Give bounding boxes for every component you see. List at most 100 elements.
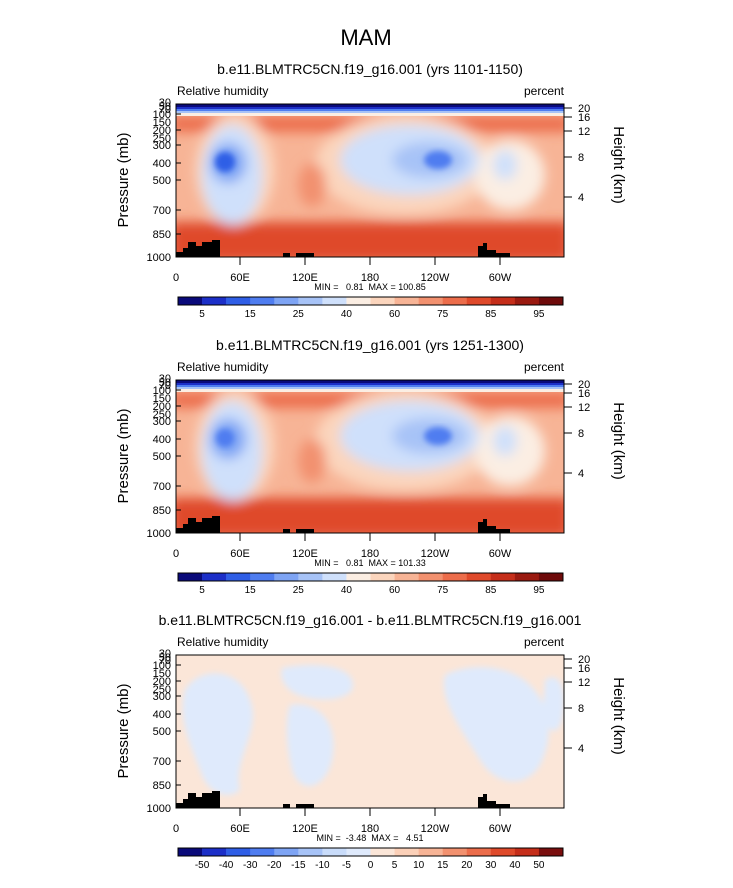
y-tick-70: 70	[159, 380, 171, 392]
panel-2-title: b.e11.BLMTRC5CN.f19_g16.001 (yrs 1251-13…	[216, 337, 524, 353]
y-tick-250: 250	[153, 133, 171, 145]
colorbar-label: 60	[389, 309, 401, 320]
panel-1-heatmap	[176, 104, 564, 257]
colorbar-label: 15	[245, 585, 257, 596]
y-tick-100: 100	[153, 385, 171, 397]
colorbar-frame	[177, 296, 564, 306]
panel-1-y2-tickmarks	[564, 107, 572, 198]
colorbar-swatch	[226, 848, 251, 856]
colorbar-swatch	[202, 297, 227, 305]
colorbar-swatch	[250, 848, 275, 856]
diff-neg-far-east	[543, 677, 564, 731]
x-tick-180: 180	[361, 272, 379, 284]
y-tick-1000: 1000	[147, 803, 171, 815]
colorbar-label: 75	[437, 309, 449, 320]
y-tick-400: 400	[153, 709, 171, 721]
colorbar-label: -50	[195, 860, 210, 871]
y-tick-500: 500	[153, 726, 171, 738]
y-tick-30: 30	[159, 373, 171, 385]
rh-dry-west-min	[216, 429, 234, 447]
colorbar-swatch	[298, 297, 323, 305]
colorbar-swatch	[298, 848, 323, 856]
panel-2-y-tickmarks	[176, 389, 181, 534]
rh-stratosphere-1	[176, 104, 564, 107]
panel-1-y-tickmarks	[176, 113, 181, 258]
rh-boundary-layer	[176, 498, 564, 533]
panel-1: b.e11.BLMTRC5CN.f19_g16.001 (yrs 1101-11…	[115, 61, 627, 320]
panel-2-ylabel: Pressure (mb)	[115, 408, 132, 503]
y2-tick-20: 20	[578, 654, 590, 666]
colorbar-label: 10	[413, 860, 425, 871]
colorbar-label: 15	[437, 860, 449, 871]
rh-dry-east-min	[424, 151, 452, 169]
diff-neg-west	[182, 673, 253, 796]
colorbar-label: 75	[437, 585, 449, 596]
panel-1-title: b.e11.BLMTRC5CN.f19_g16.001 (yrs 1101-11…	[217, 61, 523, 77]
colorbar-swatch	[250, 297, 275, 305]
colorbar-swatch	[490, 848, 516, 856]
x-tick-120W: 120W	[421, 823, 450, 835]
y-tick-70: 70	[159, 655, 171, 667]
panel-2-left-label: Relative humidity	[177, 360, 268, 374]
y-tick-850: 850	[153, 780, 171, 792]
x-tick-180: 180	[361, 548, 379, 560]
panel-3-x-ticks: 0 60E 120E 180 120W 60W	[173, 823, 512, 835]
x-tick-120E: 120E	[292, 272, 318, 284]
colorbar-swatch	[538, 848, 564, 856]
panel-2-heatmap	[176, 380, 564, 533]
rh-moist-central	[298, 163, 326, 207]
colorbar-label: 40	[509, 860, 521, 871]
colorbar-swatch	[514, 297, 540, 305]
colorbar-label: 25	[293, 585, 305, 596]
colorbar-label: 5	[199, 309, 205, 320]
y-tick-50: 50	[159, 652, 171, 664]
panel-3-x-tickmarks	[239, 808, 501, 816]
colorbar-label: 5	[199, 585, 205, 596]
colorbar-swatch	[418, 573, 443, 581]
colorbar-swatch	[322, 848, 347, 856]
x-tick-0: 0	[173, 548, 179, 560]
panel-1-colorbar	[177, 296, 564, 306]
colorbar-swatch	[346, 848, 371, 856]
colorbar-swatch	[178, 848, 203, 856]
colorbar-swatch	[178, 297, 203, 305]
panel-1-stats: MIN = 0.81 MAX = 100.85	[314, 282, 426, 292]
terrain-ridge	[176, 252, 184, 257]
colorbar-swatch	[274, 848, 299, 856]
x-tick-120W: 120W	[421, 548, 450, 560]
panel-3-colorbar	[177, 847, 564, 857]
panel-2-y2-ticks: 4 8 12 16 20	[578, 379, 590, 480]
colorbar-label: 15	[245, 309, 257, 320]
rh-boundary-layer	[176, 222, 564, 257]
colorbar-swatch	[298, 573, 323, 581]
y-tick-30: 30	[159, 648, 171, 660]
rh-stratosphere-4	[176, 387, 564, 389]
x-tick-0: 0	[173, 272, 179, 284]
colorbar-label: 95	[533, 309, 545, 320]
panel-1-ylabel-right: Height (km)	[610, 126, 627, 204]
colorbar-label: 60	[389, 585, 401, 596]
x-tick-60E: 60E	[230, 823, 250, 835]
rh-dry-west-min	[215, 152, 235, 172]
colorbar-swatch	[442, 297, 468, 305]
terrain-africa-asia	[183, 791, 220, 808]
colorbar-swatch	[370, 573, 395, 581]
colorbar-swatch	[394, 573, 419, 581]
y-tick-500: 500	[153, 451, 171, 463]
x-tick-0: 0	[173, 823, 179, 835]
colorbar-label: 20	[461, 860, 473, 871]
colorbar-swatch	[394, 848, 419, 856]
colorbar-label: 40	[341, 585, 353, 596]
colorbar-frame	[177, 847, 564, 857]
y-tick-400: 400	[153, 434, 171, 446]
panel-2-right-label: percent	[524, 360, 565, 374]
colorbar-label: 30	[485, 860, 497, 871]
x-tick-60E: 60E	[230, 272, 250, 284]
colorbar-swatch	[466, 573, 492, 581]
y2-tick-12: 12	[578, 126, 590, 138]
colorbar-label: 40	[341, 309, 353, 320]
panel-3-right-label: percent	[524, 635, 565, 649]
y2-tick-16: 16	[578, 388, 590, 400]
colorbar-swatch	[538, 297, 564, 305]
y-tick-250: 250	[153, 409, 171, 421]
